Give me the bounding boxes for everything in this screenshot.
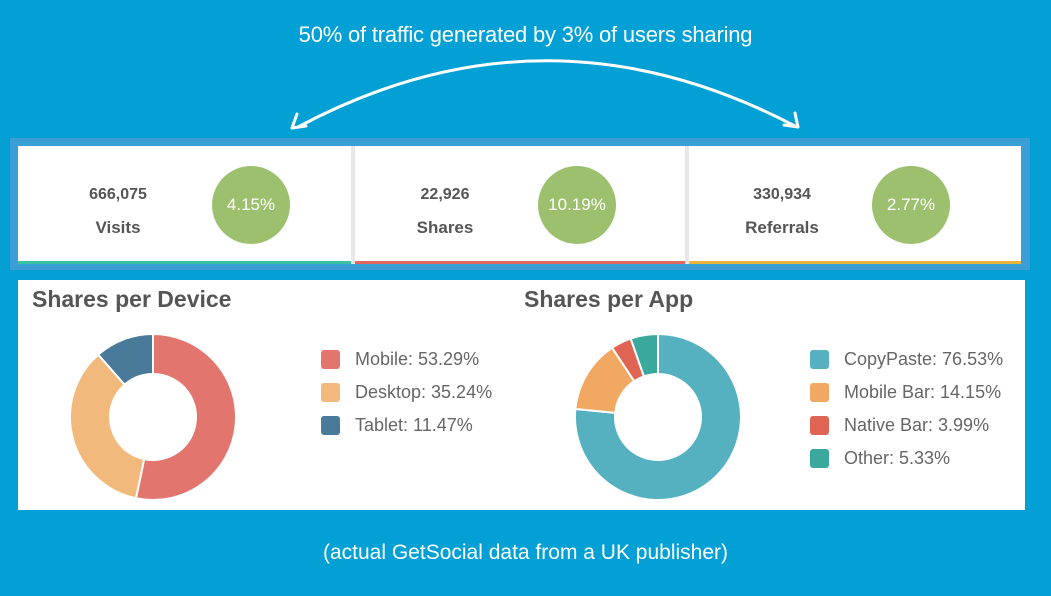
stats-frame: 666,075 Visits 4.15% 22,926 Shares 10.19… bbox=[10, 138, 1030, 270]
slice-desktop bbox=[69, 353, 146, 500]
charts-panel: Shares per Device Mobile: 53.29% Desktop… bbox=[18, 280, 1025, 510]
shares-accent-bar bbox=[355, 261, 685, 264]
app-chart-title: Shares per App bbox=[524, 286, 694, 312]
slice-copypaste bbox=[574, 332, 742, 501]
desktop-swatch bbox=[321, 383, 340, 402]
app-legend: CopyPaste: 76.53% Mobile Bar: 14.15% Nat… bbox=[810, 343, 1003, 475]
visits-accent-bar bbox=[18, 261, 351, 264]
device-chart-title: Shares per Device bbox=[32, 286, 232, 312]
native-bar-swatch bbox=[810, 416, 829, 435]
legend-item-native-bar: Native Bar: 3.99% bbox=[810, 409, 1003, 442]
stat-card-visits: 666,075 Visits 4.15% bbox=[18, 146, 351, 264]
divider bbox=[351, 146, 355, 264]
tablet-swatch bbox=[321, 416, 340, 435]
shares-value: 22,926 bbox=[420, 186, 470, 203]
slice-mobile bbox=[134, 332, 237, 501]
divider bbox=[685, 146, 689, 264]
visits-label: Visits bbox=[95, 218, 141, 237]
legend-item-tablet: Tablet: 11.47% bbox=[321, 409, 492, 442]
double-arrow-icon bbox=[290, 59, 800, 130]
headline: 50% of traffic generated by 3% of users … bbox=[298, 22, 753, 47]
copypaste-swatch bbox=[810, 350, 829, 369]
app-donut-chart bbox=[574, 332, 742, 501]
mobile-bar-swatch bbox=[810, 383, 829, 402]
referrals-rate-badge: 2.77% bbox=[872, 166, 950, 244]
caption: (actual GetSocial data from a UK publish… bbox=[322, 541, 729, 564]
slice-tablet bbox=[96, 332, 154, 387]
legend-item-mobile-bar: Mobile Bar: 14.15% bbox=[810, 376, 1003, 409]
other-swatch bbox=[810, 449, 829, 468]
visits-rate-badge: 4.15% bbox=[212, 166, 290, 244]
referrals-accent-bar bbox=[689, 261, 1021, 264]
legend-item-other: Other: 5.33% bbox=[810, 442, 1003, 475]
slice-other bbox=[629, 332, 659, 378]
stat-card-shares: 22,926 Shares 10.19% bbox=[355, 146, 685, 264]
device-donut-chart bbox=[69, 332, 237, 501]
referrals-value: 330,934 bbox=[753, 186, 811, 203]
visits-value: 666,075 bbox=[89, 186, 147, 203]
shares-label: Shares bbox=[416, 218, 474, 237]
stat-card-referrals: 330,934 Referrals 2.77% bbox=[689, 146, 1021, 264]
device-legend: Mobile: 53.29% Desktop: 35.24% Tablet: 1… bbox=[321, 343, 492, 442]
mobile-swatch bbox=[321, 350, 340, 369]
legend-item-mobile: Mobile: 53.29% bbox=[321, 343, 492, 376]
legend-item-copypaste: CopyPaste: 76.53% bbox=[810, 343, 1003, 376]
shares-rate-badge: 10.19% bbox=[538, 166, 616, 244]
legend-item-desktop: Desktop: 35.24% bbox=[321, 376, 492, 409]
referrals-label: Referrals bbox=[745, 218, 819, 237]
